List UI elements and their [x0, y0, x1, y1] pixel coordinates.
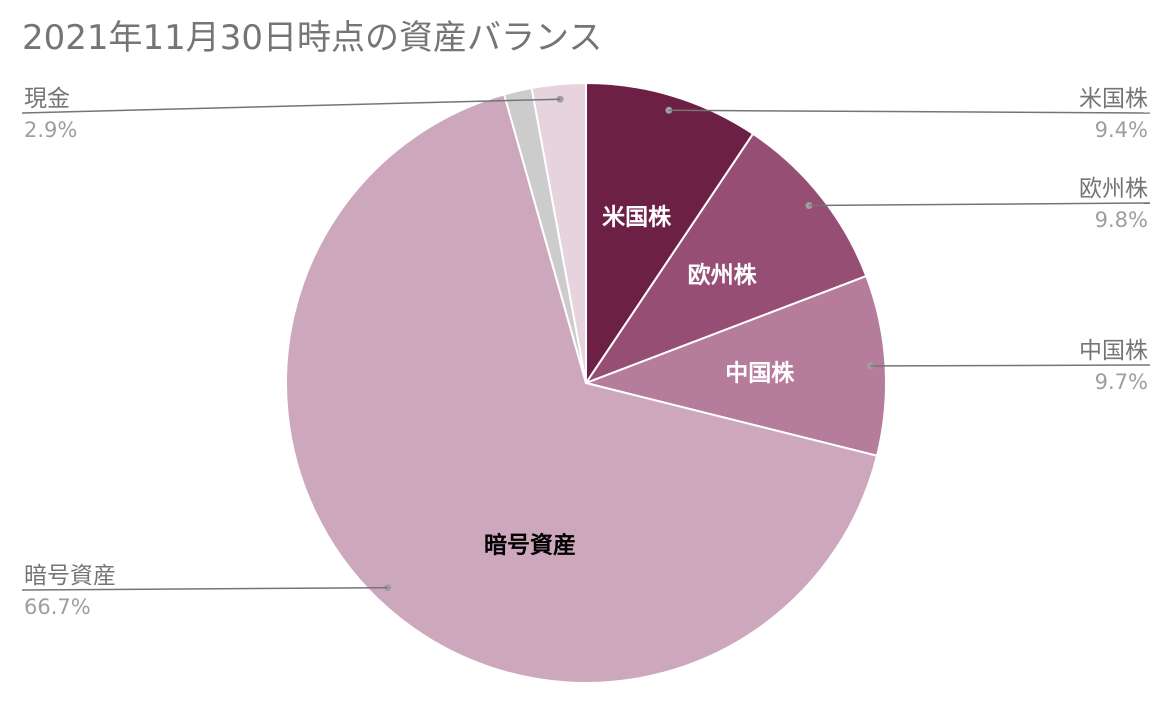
slice-cn-stocks	[582, 274, 887, 457]
inside-label-cn-stocks: 中国株	[725, 361, 795, 387]
slice-crypto	[285, 93, 879, 684]
inside-label-eu-stocks: 欧州株	[688, 263, 758, 289]
inside-label-crypto: 暗号資産	[484, 532, 576, 559]
callout-value-us-stocks: 9.4%	[1095, 118, 1148, 142]
callout-line-cn-stocks	[870, 364, 1151, 367]
callout-value-cash: 2.9%	[24, 118, 77, 142]
callout-line-cash	[21, 98, 561, 114]
slice-labels: 米国株米国株9.4%欧州株欧州株9.8%中国株中国株9.7%暗号資産暗号資産66…	[24, 86, 1148, 619]
callout-value-eu-stocks: 9.8%	[1095, 208, 1148, 232]
callout-value-cn-stocks: 9.7%	[1095, 370, 1148, 394]
callout-value-crypto: 66.7%	[24, 595, 91, 619]
pie-slices	[285, 81, 887, 684]
callout-line-crypto	[21, 586, 388, 591]
callout-line-eu-stocks	[808, 202, 1151, 207]
callout-lines	[21, 95, 1151, 592]
slice-us-stocks	[585, 81, 755, 387]
callout-name-crypto: 暗号資産	[24, 563, 116, 589]
callout-name-eu-stocks: 欧州株	[1079, 176, 1148, 202]
callout-name-us-stocks: 米国株	[1079, 86, 1148, 112]
callout-name-cash: 現金	[24, 86, 70, 112]
callout-name-cn-stocks: 中国株	[1079, 338, 1148, 364]
callout-line-us-stocks	[668, 109, 1151, 114]
chart-title: 2021年11月30日時点の資産バランス	[22, 18, 603, 58]
slice-cash	[530, 81, 587, 384]
inside-label-us-stocks: 米国株	[602, 205, 672, 231]
slice-eu-stocks	[583, 132, 868, 386]
